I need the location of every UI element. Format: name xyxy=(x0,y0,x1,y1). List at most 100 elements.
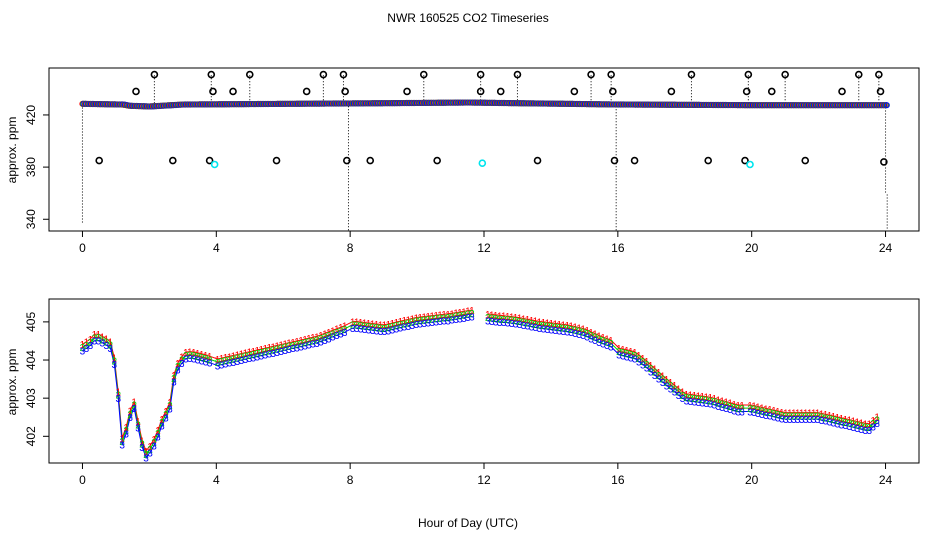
x-axis-label: Hour of Day (UTC) xyxy=(418,516,518,530)
bottom-series-1-point: 1 xyxy=(795,409,801,420)
bottom-series-3-point: 3 xyxy=(704,399,710,410)
bottom-series-3-point: 3 xyxy=(96,336,102,347)
bottom-series-1-point: 1 xyxy=(374,320,380,331)
bottom-series-2-point: 2 xyxy=(274,344,280,355)
bottom-series-3-point: 3 xyxy=(835,419,841,430)
bottom-series-2-point: 2 xyxy=(131,401,137,412)
bottom-series-3-point: 3 xyxy=(775,413,781,424)
bottom-series-2-point: 2 xyxy=(330,329,336,340)
top-outlier-point xyxy=(533,156,542,165)
bottom-series-1-point: 1 xyxy=(843,415,849,426)
bottom-series-3-point: 3 xyxy=(88,341,94,352)
top-outlier-point xyxy=(169,156,177,165)
bottom-series-1-point: 1 xyxy=(96,330,102,341)
bottom-series-2-point: 2 xyxy=(413,317,419,328)
top-outlier-point xyxy=(433,156,441,165)
panel-top-y-label: approx. ppm xyxy=(5,117,19,184)
bottom-series-1-point: 1 xyxy=(632,348,638,359)
bottom-series-3-point: 3 xyxy=(239,356,245,367)
bottom-series-2-point: 2 xyxy=(84,341,90,352)
bottom-series-3-point: 3 xyxy=(525,322,531,333)
bottom-series-3-point: 3 xyxy=(406,322,412,333)
top-outlier-point xyxy=(630,156,639,165)
top-x-tick-label: 0 xyxy=(79,241,86,255)
bottom-series-2-point: 2 xyxy=(529,319,535,330)
bottom-series-2-point: 2 xyxy=(839,417,845,428)
bottom-series-2-point: 2 xyxy=(406,318,412,329)
bottom-series-1-point: 1 xyxy=(648,361,654,372)
bottom-series-3-point: 3 xyxy=(167,405,173,416)
top-outlier-point xyxy=(854,70,863,79)
bottom-series-1-point: 1 xyxy=(195,349,201,360)
bottom-series-3-point: 3 xyxy=(580,331,586,342)
bottom-series-3-point: 3 xyxy=(537,324,543,335)
bottom-x-tick-label: 20 xyxy=(745,473,759,487)
bottom-series-3-point: 3 xyxy=(803,415,809,426)
top-series-3-point xyxy=(883,102,890,109)
bottom-series-3-point: 3 xyxy=(262,351,268,362)
bottom-series-1-point: 1 xyxy=(557,320,563,331)
bottom-series-1-point: 1 xyxy=(775,407,781,418)
bottom-series-1-point: 1 xyxy=(727,399,733,410)
bottom-series-3-point: 3 xyxy=(529,322,535,333)
bottom-series-1-point: 1 xyxy=(469,306,475,317)
bottom-series-3-point: 3 xyxy=(763,411,769,422)
bottom-series-3-point: 3 xyxy=(469,313,475,324)
bottom-series-2-point: 2 xyxy=(191,351,197,362)
bottom-series-2-point: 2 xyxy=(501,315,507,326)
bottom-series-3-point: 3 xyxy=(839,420,845,431)
bottom-series-1-point: 1 xyxy=(811,409,817,420)
bottom-series-2-point: 2 xyxy=(258,348,264,359)
bottom-series-3-point: 3 xyxy=(338,330,344,341)
bottom-series-3-point: 3 xyxy=(592,336,598,347)
bottom-series-2-point: 2 xyxy=(433,314,439,325)
bottom-series-1-point: 1 xyxy=(127,407,133,418)
bottom-series-3-point: 3 xyxy=(409,321,415,332)
bottom-series-1-point: 1 xyxy=(525,315,531,326)
bottom-series-3-point: 3 xyxy=(783,415,789,426)
bottom-series-1-point: 1 xyxy=(815,409,821,420)
bottom-series-1-point: 1 xyxy=(874,412,880,423)
bottom-series-2-point: 2 xyxy=(509,316,515,327)
bottom-series-1-point: 1 xyxy=(858,418,864,429)
bottom-series-2-point: 2 xyxy=(862,422,868,433)
bottom-series-2-point: 2 xyxy=(409,317,415,328)
bottom-series-2-point: 2 xyxy=(282,343,288,354)
bottom-series-2-point: 2 xyxy=(278,344,284,355)
bottom-series-1-point: 1 xyxy=(783,409,789,420)
bottom-series-3-point: 3 xyxy=(616,351,622,362)
bottom-series-3-point: 3 xyxy=(545,325,551,336)
bottom-series-2-point: 2 xyxy=(600,336,606,347)
bottom-series-1-point: 1 xyxy=(700,392,706,403)
bottom-series-1-point: 1 xyxy=(819,409,825,420)
bottom-series-1-point: 1 xyxy=(203,351,209,362)
bottom-series-2-point: 2 xyxy=(489,313,495,324)
bottom-series-1-point: 1 xyxy=(104,335,110,346)
bottom-y-tick-label: 403 xyxy=(24,388,38,408)
bottom-series-3-point: 3 xyxy=(433,318,439,329)
bottom-series-2-point: 2 xyxy=(239,353,245,364)
bottom-series-3-point: 3 xyxy=(870,423,876,434)
bottom-series-1-point: 1 xyxy=(537,317,543,328)
bottom-series-3-point: 3 xyxy=(425,319,431,330)
bottom-series-2-point: 2 xyxy=(851,420,857,431)
panel-bottom-plot-area: 0 4 8 12 16 20 2440240340440512312312312312312… xyxy=(24,306,893,487)
bottom-series-3-point: 3 xyxy=(318,337,324,348)
bottom-series-2-point: 2 xyxy=(111,356,117,367)
bottom-series-3-point: 3 xyxy=(715,402,721,413)
bottom-series-2-point: 2 xyxy=(453,312,459,323)
bottom-series-3-point: 3 xyxy=(457,314,463,325)
bottom-series-1-point: 1 xyxy=(576,324,582,335)
bottom-series-3-point: 3 xyxy=(513,320,519,331)
bottom-series-1-point: 1 xyxy=(302,335,308,346)
bottom-series-3-point: 3 xyxy=(437,317,443,328)
bottom-series-2-point: 2 xyxy=(676,388,682,399)
bottom-series-2-point: 2 xyxy=(370,323,376,334)
bottom-series-1-point: 1 xyxy=(549,319,555,330)
bottom-series-1-line xyxy=(82,309,878,452)
bottom-series-1-point: 1 xyxy=(787,409,793,420)
bottom-series-2-point: 2 xyxy=(858,421,864,432)
bottom-series-1-point: 1 xyxy=(155,426,161,437)
top-outlier-point xyxy=(496,87,505,96)
bottom-series-1-point: 1 xyxy=(862,419,868,430)
